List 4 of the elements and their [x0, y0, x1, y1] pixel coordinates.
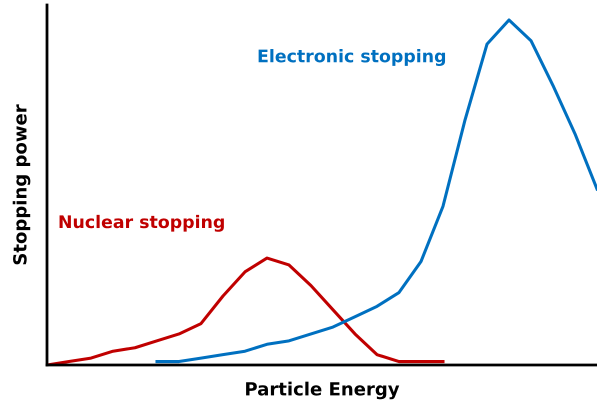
y-axis-title: Stopping power: [12, 104, 30, 264]
series-label: Electronic stopping: [258, 49, 446, 66]
text: Nuclear stopping: [60, 214, 224, 232]
x-axis-title: Particle Energy: [246, 382, 400, 400]
